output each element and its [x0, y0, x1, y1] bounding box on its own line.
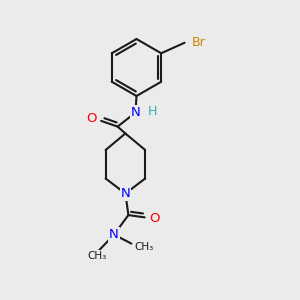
Text: O: O: [86, 112, 97, 125]
Text: N: N: [131, 106, 140, 119]
Text: N: N: [121, 187, 130, 200]
Text: O: O: [150, 212, 160, 225]
Text: N: N: [109, 228, 119, 241]
Text: Br: Br: [192, 36, 206, 49]
Text: H: H: [147, 105, 157, 118]
Text: CH₃: CH₃: [88, 250, 107, 261]
Text: CH₃: CH₃: [134, 242, 154, 252]
